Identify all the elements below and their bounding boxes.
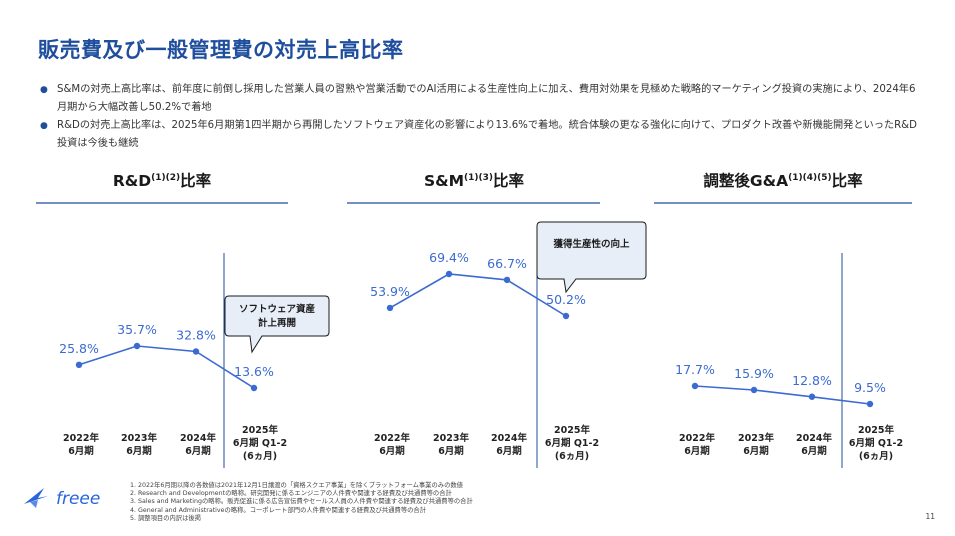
category-label: 2025年 (554, 424, 590, 436)
callout-box (224, 295, 330, 354)
data-point (691, 382, 699, 390)
category-label: (6ヵ月) (555, 451, 589, 462)
category-label: 6月期 (801, 445, 827, 457)
category-label: 6月期 (743, 445, 769, 457)
data-label: 66.7% (487, 256, 527, 271)
data-label: 12.8% (792, 373, 832, 388)
chart-title: S&M(1)(3)比率 (424, 171, 525, 190)
footnotes: 1. 2022年6月期以降の各数値は2021年12月1日譲渡の「資格スクエア事業… (130, 482, 473, 523)
category-label: 2024年 (796, 432, 832, 444)
data-point (133, 342, 141, 350)
data-label: 25.8% (59, 341, 99, 356)
callout: 獲得生産性の向上 (536, 221, 647, 294)
category-label: (6ヵ月) (859, 451, 893, 462)
category-label: 6月期 Q1-2 (545, 437, 599, 449)
data-point (250, 384, 258, 392)
footnote: 5. 調整項目の内訳は後掲 (130, 514, 201, 522)
data-label: 50.2% (546, 292, 586, 307)
category-label: (6ヵ月) (243, 451, 277, 462)
bullet-item: R&Dの対売上高比率は、2025年6月期第1四半期から再開したソフトウェア資産化… (40, 117, 920, 153)
freee-logo: freee (22, 484, 122, 516)
category-label: 2022年 (679, 432, 715, 444)
callout-text: ソフトウェア資産 (239, 303, 316, 315)
data-label: 35.7% (117, 322, 157, 337)
footnote: 1. 2022年6月期以降の各数値は2021年12月1日譲渡の「資格スクエア事業… (130, 482, 463, 489)
data-label: 13.6% (234, 364, 274, 379)
data-point (750, 386, 758, 394)
chart-panel: 調整後G&A(1)(4)(5)比率 17.7% 15.9% 12.8% 9.5% 2022… (654, 171, 912, 468)
series-line (78, 345, 255, 389)
category-label: 2023年 (433, 432, 469, 444)
data-point (808, 393, 816, 400)
data-point (562, 312, 570, 320)
bullet-list: S&Mの対売上高比率は、前年度に前倒し採用した営業人員の習熟や営業活動でのAI活… (40, 81, 920, 153)
callout-box (536, 221, 647, 294)
category-label: 6月期 (684, 445, 710, 457)
category-label: 2024年 (180, 432, 216, 444)
category-label: 6月期 (185, 445, 211, 457)
data-point (866, 400, 874, 408)
category-label: 6月期 (496, 445, 522, 457)
category-label: 2022年 (374, 432, 410, 444)
series-line (694, 385, 871, 405)
data-label: 69.4% (429, 250, 469, 265)
category-label: 6月期 (379, 445, 405, 457)
page-title: 販売費及び一般管理費の対売上高比率 (38, 38, 404, 62)
data-point (445, 270, 453, 278)
logo-text: freee (56, 489, 100, 509)
data-point (192, 348, 200, 355)
category-label: 2023年 (121, 432, 157, 444)
footnote: 3. Sales and Marketingの略称。販売促進に係る広告宣伝費やセ… (130, 498, 473, 506)
footnote: 2. Research and Developmentの略称。研究開発に係るエン… (130, 490, 452, 498)
category-label: 2024年 (491, 432, 527, 444)
series-line (389, 273, 567, 317)
chart-title: R&D(1)(2)比率 (113, 171, 212, 190)
data-label: 15.9% (734, 366, 774, 381)
category-label: 6月期 (126, 445, 152, 457)
data-point (75, 361, 83, 369)
callout-text: 獲得生産性の向上 (553, 238, 630, 250)
data-label: 32.8% (176, 328, 216, 343)
data-point (386, 304, 394, 312)
category-label: 2025年 (242, 424, 278, 436)
data-label: 17.7% (675, 362, 715, 377)
chart-title: 調整後G&A(1)(4)(5)比率 (703, 171, 863, 190)
data-label: 53.9% (370, 284, 410, 299)
category-label: 2025年 (858, 424, 894, 436)
category-label: 6月期 Q1-2 (849, 437, 903, 449)
category-label: 2022年 (63, 432, 99, 444)
data-point (503, 276, 511, 284)
data-label: 9.5% (854, 380, 886, 395)
category-label: 6月期 (68, 445, 94, 457)
bullet-item: S&Mの対売上高比率は、前年度に前倒し採用した営業人員の習熟や営業活動でのAI活… (40, 81, 920, 117)
freee-logo-icon: freee (24, 488, 100, 509)
category-label: 6月期 (438, 445, 464, 457)
category-label: 6月期 Q1-2 (233, 437, 287, 449)
category-label: 2023年 (738, 432, 774, 444)
footnote: 4. General and Administrativeの略称。コーポレート部… (130, 506, 427, 514)
callout-text: 計上再開 (258, 317, 296, 329)
page-number: 11 (925, 512, 935, 521)
